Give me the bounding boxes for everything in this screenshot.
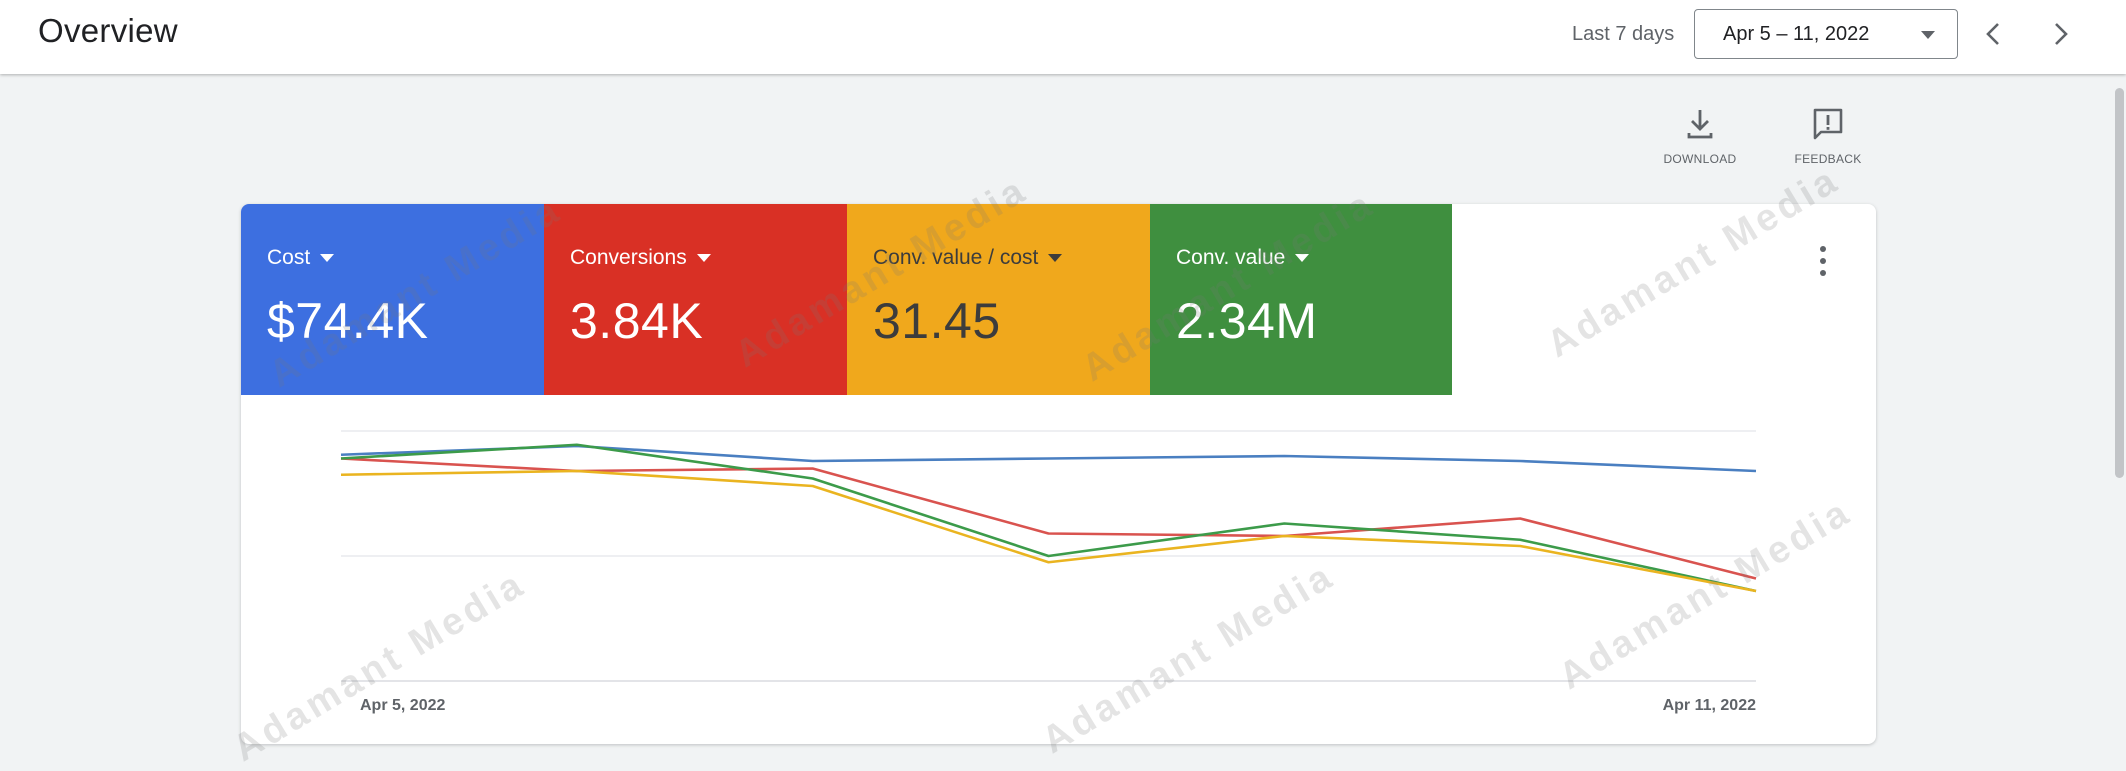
- feedback-label: FEEDBACK: [1794, 152, 1862, 166]
- download-label: DOWNLOAD: [1663, 152, 1737, 166]
- x-tick-label-start: Apr 5, 2022: [360, 697, 445, 714]
- caret-down-icon: [1921, 31, 1935, 39]
- metric-conv-value-per-cost-selector[interactable]: Conv. value / cost: [873, 246, 1063, 270]
- scrollbar-thumb[interactable]: [2115, 88, 2124, 478]
- performance-card: Cost $74.4K Conversions 3.84K Conv. valu…: [241, 204, 1876, 744]
- metric-conv-value-per-cost-label: Conv. value / cost: [873, 246, 1039, 269]
- caret-down-icon: [320, 254, 335, 262]
- metric-conv-value-label: Conv. value: [1176, 246, 1286, 269]
- metric-tile-conv-value[interactable]: Conv. value 2.34M: [1150, 204, 1452, 395]
- top-header: Overview Last 7 days Apr 5 – 11, 2022: [0, 0, 2126, 74]
- metric-conversions-selector[interactable]: Conversions: [570, 246, 711, 270]
- metric-cost-value: $74.4K: [267, 293, 429, 349]
- download-button[interactable]: DOWNLOAD: [1650, 104, 1750, 166]
- metric-conv-value-value: 2.34M: [1176, 293, 1318, 349]
- x-tick-label-end: Apr 11, 2022: [1663, 697, 1757, 714]
- caret-down-icon: [1048, 254, 1063, 262]
- date-range-dropdown[interactable]: Apr 5 – 11, 2022: [1694, 9, 1958, 59]
- metric-tile-cost[interactable]: Cost $74.4K: [241, 204, 544, 395]
- series-line-1: [340, 444, 1757, 473]
- caret-down-icon: [696, 254, 711, 262]
- caret-down-icon: [1295, 254, 1310, 262]
- previous-period-button[interactable]: [1974, 14, 2014, 54]
- kebab-dot: [1820, 246, 1826, 252]
- date-range-label: Last 7 days: [1572, 23, 1675, 45]
- metric-tile-conversions[interactable]: Conversions 3.84K: [544, 204, 847, 395]
- page-title: Overview: [38, 12, 178, 49]
- chevron-right-icon: [2055, 23, 2068, 45]
- download-icon: [1687, 110, 1713, 139]
- kebab-dot: [1820, 270, 1826, 276]
- metric-conv-value-per-cost-value: 31.45: [873, 293, 1001, 349]
- more-options-button[interactable]: [1813, 244, 1833, 278]
- scrollbar-track[interactable]: [2112, 74, 2126, 748]
- metric-cost-selector[interactable]: Cost: [267, 246, 335, 270]
- feedback-icon: [1813, 108, 1843, 140]
- series-line-3: [340, 443, 1757, 593]
- date-range-value: Apr 5 – 11, 2022: [1723, 23, 1870, 45]
- metric-conversions-label: Conversions: [570, 246, 687, 269]
- kebab-dot: [1820, 258, 1826, 264]
- series-line-4: [340, 469, 1757, 593]
- feedback-button[interactable]: FEEDBACK: [1778, 104, 1878, 166]
- series-line-2: [340, 457, 1757, 580]
- next-period-button[interactable]: [2040, 14, 2080, 54]
- chevron-left-icon: [1986, 23, 1999, 45]
- metric-conversions-value: 3.84K: [570, 293, 704, 349]
- metric-tile-conv-value-per-cost[interactable]: Conv. value / cost 31.45: [847, 204, 1150, 395]
- performance-line-chart: Apr 5, 2022 Apr 11, 2022: [340, 430, 1757, 714]
- metric-conv-value-selector[interactable]: Conv. value: [1176, 246, 1310, 270]
- chart-series: [340, 443, 1757, 593]
- metric-cost-label: Cost: [267, 246, 311, 269]
